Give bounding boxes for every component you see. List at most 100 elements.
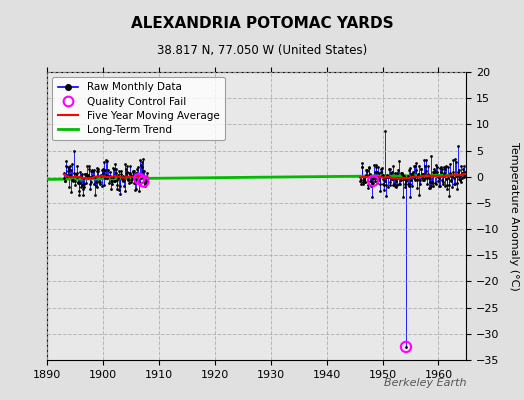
Point: [73, 163, 82, 169]
Point: [143, 178, 151, 184]
Point: [84, 174, 92, 180]
Point: [452, 159, 460, 166]
Point: [395, 158, 403, 164]
Point: [125, 170, 133, 176]
Point: [357, 160, 366, 166]
Point: [376, 188, 385, 194]
Point: [455, 167, 464, 173]
Point: [75, 188, 83, 194]
Point: [138, 168, 147, 174]
Point: [389, 182, 397, 188]
Point: [456, 172, 464, 179]
Point: [362, 172, 370, 178]
Point: [394, 167, 402, 174]
Point: [116, 171, 125, 177]
Point: [445, 161, 454, 167]
Point: [90, 181, 99, 188]
Point: [402, 174, 411, 181]
Point: [370, 169, 379, 175]
Point: [363, 166, 372, 173]
Point: [416, 181, 424, 187]
Point: [72, 170, 81, 176]
Point: [410, 175, 418, 182]
Point: [107, 174, 116, 180]
Point: [417, 166, 425, 173]
Point: [128, 176, 136, 182]
Point: [143, 170, 151, 176]
Point: [390, 170, 399, 177]
Point: [126, 179, 135, 185]
Point: [77, 172, 85, 179]
Point: [104, 172, 113, 179]
Point: [387, 170, 395, 176]
Point: [418, 171, 427, 178]
Point: [386, 165, 394, 172]
Point: [391, 176, 400, 182]
Point: [383, 172, 391, 178]
Point: [127, 177, 136, 183]
Point: [415, 191, 423, 198]
Point: [438, 166, 446, 172]
Point: [405, 182, 413, 189]
Point: [83, 173, 91, 179]
Point: [106, 172, 114, 179]
Point: [367, 183, 376, 189]
Point: [373, 180, 381, 186]
Point: [454, 143, 463, 149]
Point: [66, 172, 74, 178]
Point: [460, 162, 468, 169]
Point: [382, 182, 390, 188]
Point: [413, 176, 422, 183]
Point: [61, 178, 69, 184]
Point: [442, 176, 450, 182]
Point: [362, 167, 370, 173]
Point: [380, 187, 388, 194]
Point: [420, 157, 429, 163]
Text: ALEXANDRIA POTOMAC YARDS: ALEXANDRIA POTOMAC YARDS: [130, 16, 394, 31]
Point: [137, 162, 145, 169]
Point: [105, 180, 113, 186]
Point: [111, 161, 119, 168]
Point: [142, 180, 150, 186]
Point: [129, 168, 137, 174]
Point: [380, 128, 389, 134]
Point: [114, 175, 123, 182]
Legend: Raw Monthly Data, Quality Control Fail, Five Year Moving Average, Long-Term Tren: Raw Monthly Data, Quality Control Fail, …: [52, 77, 225, 140]
Point: [439, 164, 447, 170]
Point: [436, 165, 444, 171]
Point: [447, 177, 456, 184]
Point: [422, 168, 430, 174]
Point: [455, 176, 463, 182]
Point: [124, 177, 132, 183]
Point: [358, 164, 367, 170]
Point: [413, 176, 421, 183]
Text: 38.817 N, 77.050 W (United States): 38.817 N, 77.050 W (United States): [157, 44, 367, 57]
Point: [85, 181, 94, 187]
Point: [380, 182, 389, 188]
Point: [437, 164, 445, 170]
Point: [100, 181, 108, 188]
Point: [375, 170, 384, 176]
Point: [401, 184, 409, 190]
Point: [420, 176, 428, 183]
Point: [377, 165, 386, 171]
Point: [378, 176, 387, 183]
Point: [368, 194, 376, 201]
Point: [66, 163, 74, 169]
Point: [387, 175, 396, 182]
Point: [442, 163, 451, 170]
Point: [91, 179, 100, 185]
Point: [434, 178, 442, 184]
Y-axis label: Temperature Anomaly (°C): Temperature Anomaly (°C): [509, 142, 519, 290]
Point: [432, 173, 441, 179]
Point: [366, 178, 374, 184]
Point: [408, 171, 416, 177]
Point: [122, 166, 130, 172]
Point: [427, 183, 435, 189]
Point: [65, 184, 73, 190]
Point: [393, 182, 401, 188]
Point: [116, 183, 125, 189]
Point: [115, 186, 124, 193]
Point: [117, 176, 126, 182]
Point: [360, 176, 368, 182]
